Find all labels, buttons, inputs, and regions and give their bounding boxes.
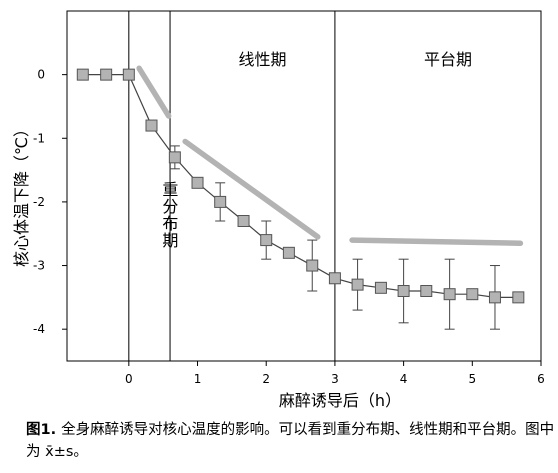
data-point-9: [282, 246, 295, 259]
caption-separator: .: [50, 422, 62, 438]
data-point-19: [512, 291, 525, 304]
data-point-18: [488, 291, 501, 304]
caption-text: 全身麻醉诱导对核心温度的影响。可以看到重分布期、线性期和平台期。图中为: [26, 422, 555, 460]
data-point-15: [420, 285, 433, 297]
data-point-8: [260, 234, 273, 247]
y-tick-label--3: -3: [33, 259, 45, 273]
x-tick-label-4: 4: [400, 372, 408, 386]
x-tick-label-2: 2: [262, 372, 270, 386]
data-point-6: [214, 195, 227, 208]
y-tick-label--1: -1: [33, 131, 45, 145]
phase-label-char-0-0: 重: [162, 180, 178, 199]
phase-label-char-0-1: 分: [162, 197, 178, 216]
core-temperature-chart: 0 1 2 3 4 5 6 0 -1 -2 -3 -4 麻醉诱导后（h） 核心体温下降（℃） 重分布期 线性期…: [12, 10, 545, 410]
phase-label-char-0-2: 布: [162, 214, 178, 233]
data-point-0: [76, 68, 89, 81]
data-point-10: [306, 259, 319, 272]
data-point-13: [374, 281, 387, 294]
y-tick-label--4: -4: [33, 322, 45, 336]
data-point-4: [168, 151, 181, 164]
x-tick-label-0: 0: [125, 372, 133, 386]
data-point-1: [100, 68, 113, 81]
plot-frame: [66, 10, 542, 362]
trend-line-1: [182, 138, 321, 240]
x-tick-label-5: 5: [468, 372, 476, 386]
phase-label-char-0-3: 期: [162, 231, 178, 250]
data-point-2: [122, 68, 135, 81]
series-line: [82, 74, 519, 298]
phase-label-1: 线性期: [238, 50, 286, 69]
trend-line-2: [349, 237, 524, 247]
trend-line-0: [136, 65, 172, 119]
y-axis-label: 核心体温下降（℃）: [12, 121, 31, 267]
data-point-7: [237, 215, 250, 227]
caption-statistic: x̄±s: [45, 444, 74, 460]
data-point-5: [191, 176, 204, 189]
data-point-3: [145, 119, 158, 132]
data-point-17: [466, 288, 479, 301]
data-point-12: [351, 278, 364, 291]
caption-end: 。: [73, 444, 88, 460]
x-tick-label-3: 3: [331, 372, 339, 386]
x-tick-label-1: 1: [194, 372, 202, 386]
y-tick-label-0: 0: [37, 68, 45, 82]
x-tick-label-6: 6: [537, 372, 545, 386]
data-point-11: [328, 272, 341, 285]
data-point-14: [397, 285, 410, 297]
x-axis-label: 麻醉诱导后（h）: [279, 391, 401, 410]
figure-caption: 图1. 全身麻醉诱导对核心温度的影响。可以看到重分布期、线性期和平台期。图中为 …: [26, 419, 556, 463]
y-tick-label--2: -2: [33, 195, 45, 209]
data-point-16: [443, 288, 456, 301]
phase-label-2: 平台期: [424, 50, 472, 69]
caption-figure-label: 图1: [26, 422, 51, 438]
